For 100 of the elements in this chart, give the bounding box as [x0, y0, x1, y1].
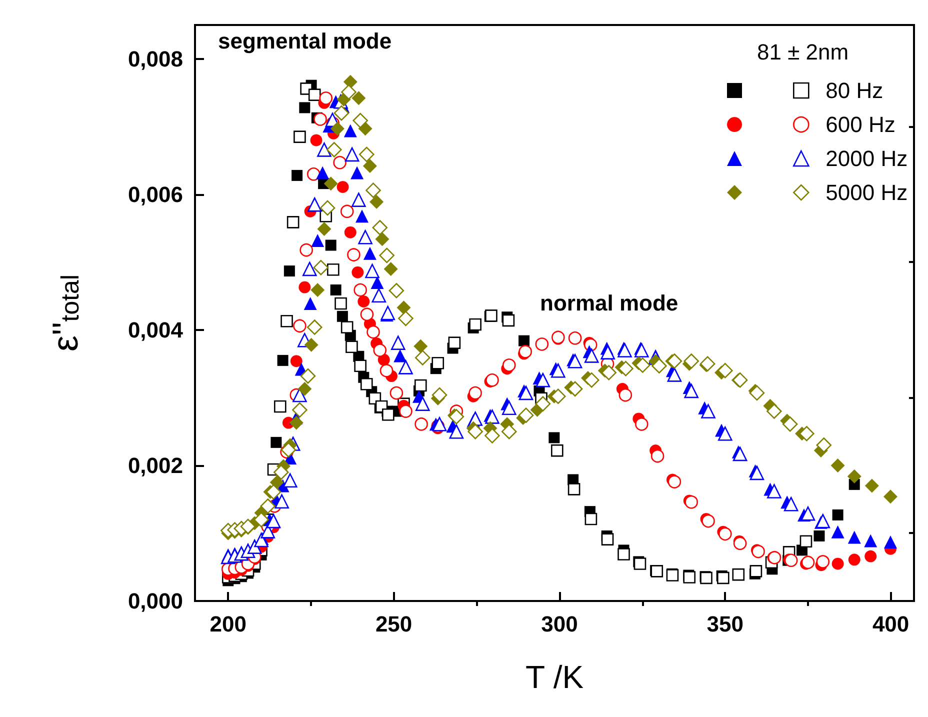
point — [388, 282, 404, 298]
point — [380, 364, 394, 378]
point — [468, 386, 482, 400]
x-tick-label: 350 — [706, 612, 744, 636]
point — [468, 424, 483, 440]
point — [274, 494, 289, 509]
point — [684, 495, 698, 509]
point — [358, 146, 374, 162]
point — [816, 437, 832, 453]
point — [884, 536, 897, 549]
point — [832, 509, 844, 520]
point — [518, 335, 530, 346]
point — [382, 408, 394, 421]
point — [684, 353, 699, 369]
point — [290, 355, 302, 368]
point — [883, 490, 898, 504]
point — [310, 282, 325, 297]
point — [370, 194, 384, 209]
point — [277, 354, 288, 366]
point — [548, 432, 560, 444]
point — [801, 556, 815, 570]
point — [414, 339, 428, 354]
point — [584, 372, 600, 388]
point — [550, 388, 566, 404]
point — [831, 525, 844, 538]
point — [352, 266, 364, 278]
point — [684, 384, 698, 398]
point — [784, 496, 798, 512]
point — [336, 310, 348, 322]
point — [502, 400, 516, 416]
y-tick-label: 0,004 — [128, 317, 184, 342]
point — [767, 484, 782, 498]
legend-title: 81 ± 2nm — [757, 40, 849, 64]
point — [358, 295, 370, 308]
point — [518, 386, 534, 400]
point — [718, 426, 732, 441]
point — [864, 550, 877, 562]
point — [502, 358, 516, 372]
point — [667, 368, 682, 382]
point — [362, 158, 377, 173]
point — [375, 232, 390, 246]
point — [701, 404, 716, 418]
point — [448, 409, 464, 424]
point — [284, 265, 295, 276]
point — [330, 284, 342, 296]
point — [415, 396, 430, 411]
point — [432, 387, 448, 403]
point — [618, 548, 630, 560]
point — [652, 358, 667, 374]
point — [399, 404, 412, 418]
point — [536, 372, 550, 388]
x-tick-label: 300 — [541, 612, 578, 636]
y-tick-label: 0,002 — [128, 452, 183, 478]
point — [486, 373, 499, 387]
point — [814, 530, 825, 542]
point — [518, 408, 534, 423]
point — [847, 469, 862, 484]
point — [601, 533, 614, 546]
point — [344, 226, 356, 238]
point — [864, 478, 879, 493]
point — [550, 363, 566, 378]
point — [634, 358, 650, 373]
point — [784, 554, 798, 567]
point — [816, 555, 830, 568]
point — [394, 349, 407, 362]
point — [350, 166, 364, 180]
point — [830, 458, 845, 472]
point — [666, 353, 682, 369]
point — [518, 344, 532, 358]
point — [798, 426, 814, 442]
point — [390, 336, 406, 350]
point — [280, 442, 296, 458]
y-tick-label: 0,006 — [128, 182, 183, 207]
point — [618, 388, 632, 402]
point — [344, 147, 360, 162]
point — [360, 378, 373, 390]
point — [260, 524, 276, 538]
point — [380, 306, 395, 320]
point — [352, 192, 366, 207]
point — [832, 558, 844, 570]
point — [324, 176, 338, 191]
point — [292, 388, 307, 402]
point — [313, 260, 329, 276]
point — [668, 475, 682, 488]
point — [732, 568, 745, 581]
point — [366, 182, 381, 198]
point — [260, 498, 276, 514]
point — [330, 122, 344, 136]
point — [372, 220, 388, 236]
point — [717, 572, 730, 584]
point — [634, 343, 649, 358]
legend-label: 5000 Hz — [826, 180, 908, 205]
point — [266, 484, 282, 500]
x-tick-label: 400 — [872, 612, 910, 636]
point — [766, 404, 782, 419]
point — [864, 534, 878, 548]
point — [448, 336, 461, 349]
point — [816, 514, 830, 528]
point — [702, 514, 715, 528]
point — [307, 197, 322, 212]
